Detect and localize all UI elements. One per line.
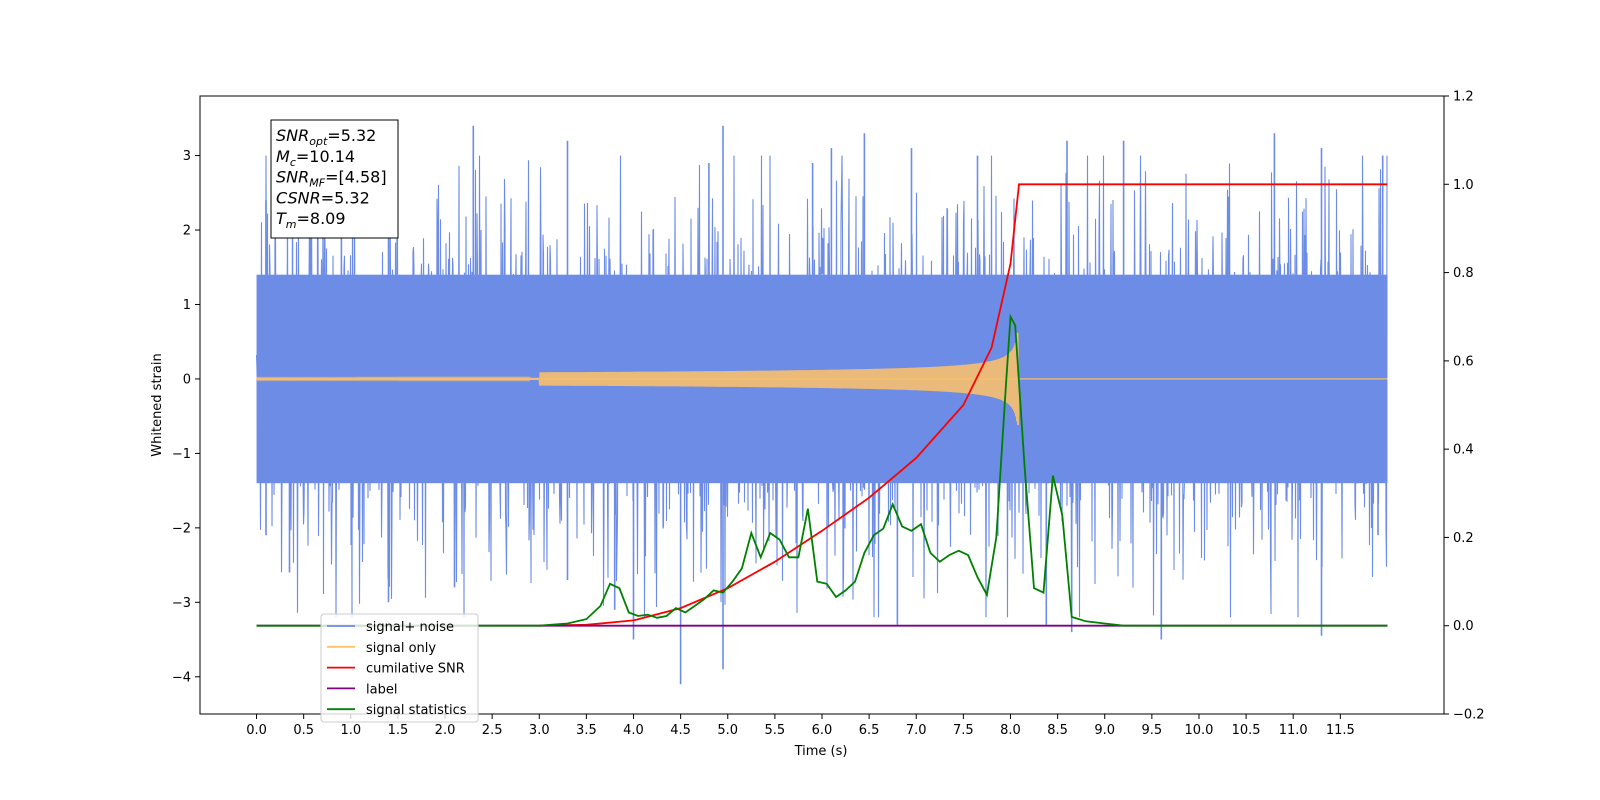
y-right-tick-label: 0.0: [1453, 619, 1474, 634]
x-tick-label: 6.5: [859, 723, 880, 738]
x-tick-label: 3.5: [576, 723, 597, 738]
annotation-line: SNRopt=5.32: [276, 126, 376, 148]
noise-spikes: [265, 125, 1384, 685]
y-left-tick-label: 3: [183, 149, 191, 164]
x-tick-label: 8.0: [1000, 723, 1021, 738]
x-tick-label: 1.0: [340, 723, 361, 738]
annotation-line: Mc=10.14: [276, 147, 355, 169]
series-cumulative-snr: [539, 183, 1388, 627]
legend-entry-label: cumilative SNR: [366, 662, 465, 677]
x-tick-label: 10.0: [1184, 723, 1213, 738]
x-tick-label: 5.0: [717, 723, 738, 738]
x-tick-label: 9.0: [1094, 723, 1115, 738]
x-tick-label: 9.5: [1142, 723, 1163, 738]
y-right-tick-label: 0.2: [1453, 531, 1474, 546]
y-left-tick-label: −1: [172, 447, 191, 462]
legend-entry-label: label: [366, 682, 397, 697]
y-axis-label: Whitened strain: [150, 353, 165, 456]
x-tick-label: 6.0: [812, 723, 833, 738]
x-tick-label: 4.5: [670, 723, 691, 738]
legend-entry-label: signal+ noise: [366, 620, 454, 635]
x-tick-label: 5.5: [765, 723, 786, 738]
y-right-tick-label: −0.2: [1453, 708, 1485, 723]
y-left-tick-label: 2: [183, 224, 191, 239]
noise-trace: [255, 155, 1388, 618]
x-tick-label: 1.5: [388, 723, 409, 738]
legend: signal+ noise signal only cumilative SNR la…: [320, 613, 479, 723]
y-right-tick-label: 1.0: [1453, 178, 1474, 193]
legend-entry-label: signal statistics: [366, 703, 467, 718]
annotation-box: SNRopt=5.32Mc=10.14SNRMF=[4.58]CSNR=5.32…: [270, 119, 399, 239]
x-tick-label: 10.5: [1232, 723, 1261, 738]
legend-entry-label: signal only: [366, 641, 436, 656]
x-tick-label: 4.0: [623, 723, 644, 738]
series-signal-only: [256, 332, 1388, 426]
x-tick-label: 0.5: [293, 723, 314, 738]
x-tick-label: 8.5: [1047, 723, 1068, 738]
series-line: [539, 183, 1388, 627]
x-tick-label: 11.0: [1279, 723, 1308, 738]
x-tick-label: 2.5: [482, 723, 503, 738]
series-line: [256, 313, 1388, 627]
y-right-tick-label: 0.4: [1453, 443, 1474, 458]
y-left-tick-label: −3: [172, 596, 191, 611]
y-left-tick-label: −2: [172, 521, 191, 536]
x-tick-label: 2.0: [435, 723, 456, 738]
y-left-tick-label: 1: [183, 298, 191, 313]
x-tick-label: 7.5: [953, 723, 974, 738]
annotation-frame: [270, 119, 399, 239]
y-axis-right: −0.2 0.0 0.2 0.4 0.6 0.8 1.0 1.2: [1444, 90, 1485, 723]
annotation-line: CSNR=5.32: [276, 188, 370, 207]
y-right-tick-label: 1.2: [1453, 90, 1474, 105]
x-tick-label: 0.0: [246, 723, 267, 738]
y-left-tick-label: 0: [183, 372, 191, 387]
x-tick-label: 7.0: [906, 723, 927, 738]
legend-frame: [320, 613, 479, 723]
x-axis-label: Time (s): [794, 744, 848, 759]
y-axis-left: −4 −3 −2 −1 0 1 2 3: [172, 149, 200, 685]
y-right-tick-label: 0.6: [1453, 354, 1474, 369]
y-right-tick-label: 0.8: [1453, 266, 1474, 281]
x-tick-label: 11.5: [1326, 723, 1355, 738]
y-left-tick-label: −4: [172, 670, 191, 685]
annotation-line: SNRMF=[4.58]: [276, 168, 387, 190]
x-tick-label: 3.0: [529, 723, 550, 738]
x-axis: 0.0 0.5 1.0 1.5 2.0 2.5 3.0 3.5 4.0 4.5 5.0 5.5 6.0 6…: [246, 714, 1355, 738]
series-signal-statistics: [256, 313, 1388, 627]
annotation-line: Tm=8.09: [276, 209, 346, 231]
